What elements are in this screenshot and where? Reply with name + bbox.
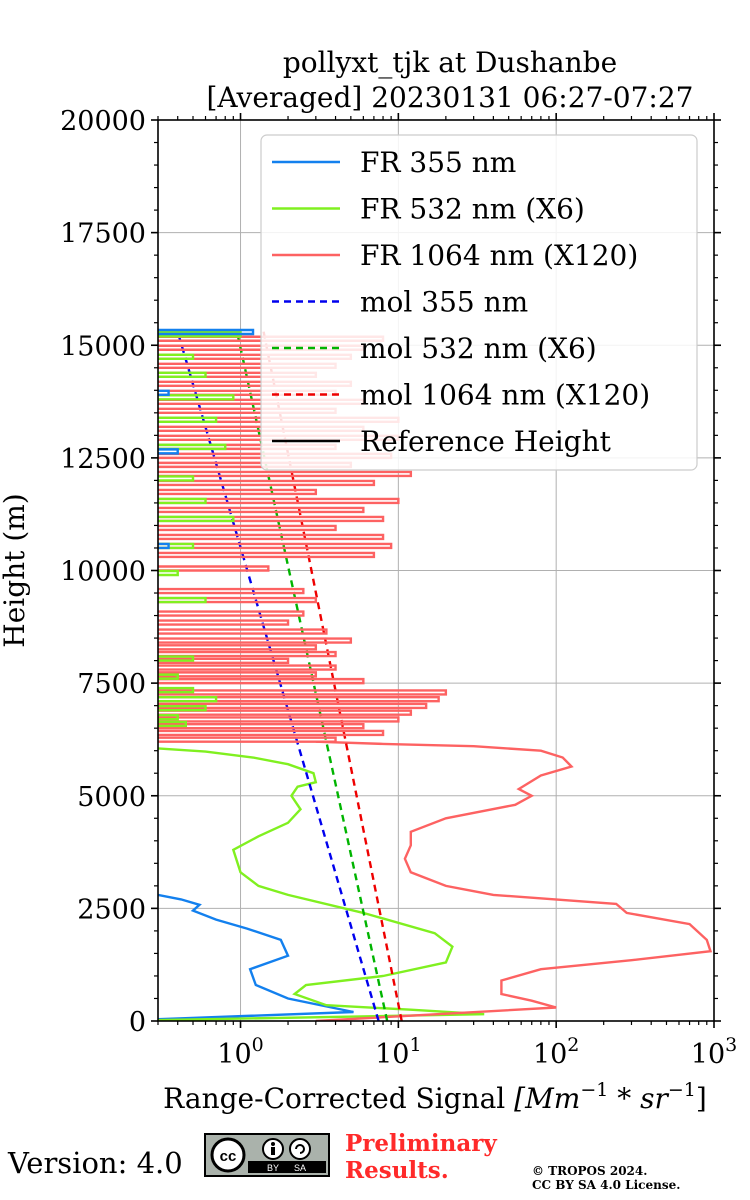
noise-1064 — [158, 533, 385, 541]
noise-1064 — [158, 497, 400, 505]
noise-1064 — [158, 479, 376, 487]
legend-label-1: FR 532 nm (X6) — [360, 193, 585, 226]
noise-532 — [158, 704, 207, 712]
noise-1064 — [158, 664, 337, 671]
noise-532 — [158, 497, 207, 505]
noise-532 — [158, 695, 218, 703]
noise-532 — [158, 673, 179, 680]
noise-355 — [158, 448, 179, 455]
legend: FR 355 nm FR 532 nm (X6) FR 1064 nm (X120)… — [260, 134, 698, 471]
noise-532 — [158, 686, 195, 694]
legend-label-2: FR 1064 nm (X120) — [360, 239, 638, 272]
preliminary-line-1: Preliminary — [345, 1130, 497, 1157]
sa-icon — [289, 1138, 311, 1160]
legend-label-4: mol 532 nm (X6) — [360, 332, 597, 365]
noise-355 — [158, 389, 170, 397]
legend-label-5: mol 1064 nm (X120) — [360, 379, 650, 412]
y-axis-label: Height (m) — [0, 493, 31, 647]
noise-532 — [158, 475, 195, 482]
noise-1064 — [158, 657, 290, 665]
noise-1064 — [158, 596, 318, 604]
x-axis-label: Range-Corrected Signal [Mm−1 * sr−1] — [163, 1079, 707, 1115]
noise-1064 — [158, 716, 400, 723]
x-tick-label: 102 — [533, 1034, 579, 1070]
noise-1064 — [158, 470, 413, 478]
noise-532 — [158, 542, 195, 550]
noise-1064 — [158, 677, 365, 685]
series-line-1 — [158, 747, 485, 1021]
noise-1064 — [158, 628, 328, 635]
y-tick-label: 12500 — [60, 444, 146, 475]
x-tick-label: 103 — [691, 1034, 737, 1070]
y-tick-label: 10000 — [60, 557, 146, 588]
noise-1064 — [158, 506, 365, 514]
chart-title-line-2: [Averaged] 20230131 06:27-07:27 — [207, 81, 694, 114]
noise-1064 — [158, 637, 353, 644]
legend-label-0: FR 355 nm — [360, 146, 516, 179]
noise-355 — [158, 542, 170, 550]
noise-1064 — [158, 671, 318, 678]
y-tick-label: 5000 — [77, 782, 146, 813]
noise-1064 — [158, 565, 270, 572]
y-tick-label: 17500 — [60, 219, 146, 250]
x-tick-label: 101 — [375, 1034, 421, 1070]
series-line-2 — [315, 740, 713, 1021]
y-tick-label: 7500 — [77, 669, 146, 700]
noise-532 — [158, 371, 207, 378]
noise-532 — [158, 569, 179, 577]
noise-1064 — [158, 695, 440, 703]
noise-1064 — [158, 515, 385, 523]
noise-1064 — [158, 729, 385, 737]
noise-1064 — [158, 619, 290, 626]
series-line-5 — [262, 331, 403, 1021]
cc-license-badge: cc BY SA — [204, 1133, 330, 1177]
noise-1064 — [158, 524, 337, 532]
noise-532 — [158, 416, 218, 424]
noise-1064 — [158, 709, 413, 716]
version-label: Version: 4.0 — [8, 1146, 183, 1180]
copyright-line-2: CC BY SA 4.0 License. — [532, 1178, 681, 1192]
y-tick-label: 2500 — [77, 894, 146, 925]
series-line-0 — [158, 893, 354, 1021]
preliminary-line-2: Results. — [345, 1157, 449, 1184]
noise-1064 — [158, 689, 448, 696]
noise-355 — [158, 328, 255, 336]
noise-1064 — [158, 587, 305, 595]
copyright-notice: © TROPOS 2024. CC BY SA 4.0 License. — [532, 1164, 680, 1192]
x-tick-label: 100 — [217, 1034, 263, 1070]
chart-title-line-1: pollyxt_tjk at Dushanbe — [283, 46, 617, 79]
cc-by-text: BY — [267, 1163, 279, 1173]
noise-1064 — [158, 650, 337, 658]
noise-532 — [158, 515, 235, 523]
legend-label-6: Reference Height — [360, 425, 612, 458]
cc-sa-text: SA — [294, 1163, 306, 1173]
noise-1064 — [158, 488, 318, 496]
noise-532 — [158, 720, 187, 728]
noise-1064 — [158, 610, 305, 617]
preliminary-results-label: Preliminary Results. — [345, 1130, 497, 1184]
y-tick-label: 15000 — [60, 331, 146, 362]
noise-532 — [158, 353, 195, 360]
noise-532 — [158, 655, 195, 662]
cc-logo-text: cc — [220, 1148, 237, 1165]
noise-532 — [158, 394, 235, 401]
noise-1064 — [158, 736, 337, 743]
noise-1064 — [158, 722, 365, 730]
noise-532 — [158, 443, 227, 451]
y-tick-label: 20000 — [60, 106, 146, 137]
noise-1064 — [158, 542, 393, 550]
legend-label-3: mol 355 nm — [360, 286, 528, 319]
legend-frame — [260, 134, 698, 471]
noise-1064 — [158, 644, 318, 651]
noise-1064 — [158, 702, 428, 710]
y-tick-label: 0 — [129, 1007, 146, 1038]
noise-532 — [158, 596, 207, 604]
copyright-line-1: © TROPOS 2024. — [532, 1164, 648, 1178]
noise-532 — [158, 713, 179, 721]
noise-1064 — [158, 551, 376, 559]
